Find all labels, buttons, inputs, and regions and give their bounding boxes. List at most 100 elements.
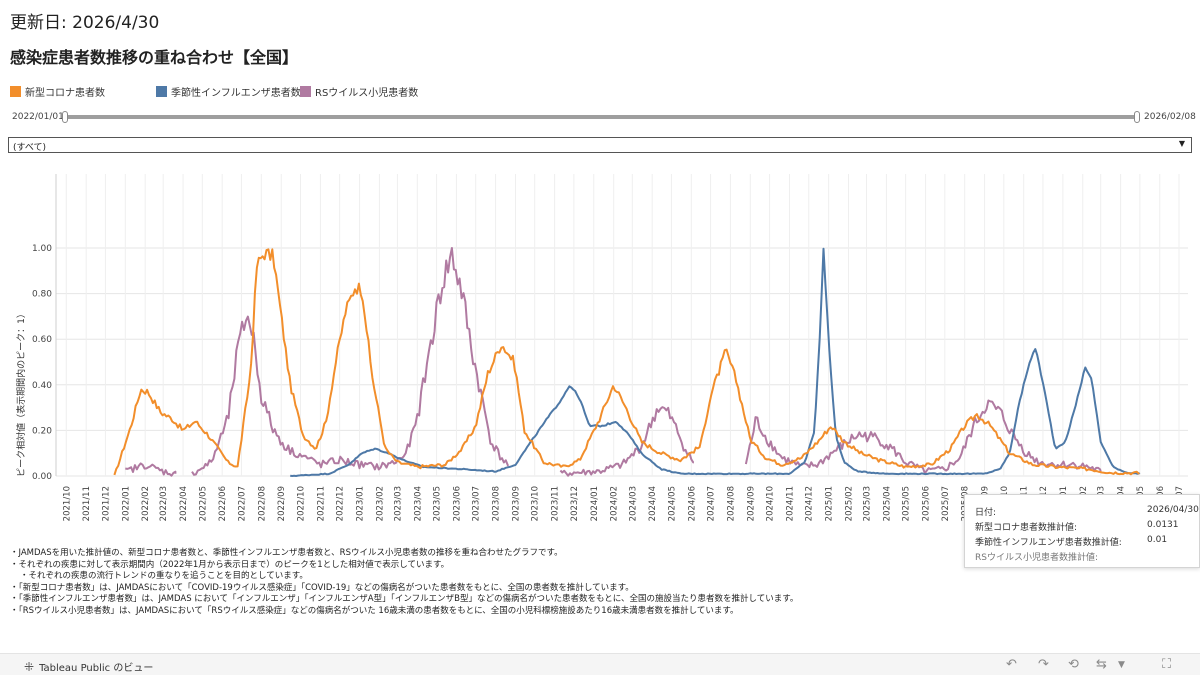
note-line: ・それぞれの疾患の流行トレンドの重なりを追うことを目的としています。 [20, 571, 308, 581]
fullscreen-icon[interactable]: ⛶ [1162, 657, 1172, 672]
x-tick-label: 2022/12 [336, 486, 346, 521]
x-tick-label: 2021/10 [62, 486, 72, 521]
redo-icon[interactable]: ↷ [1038, 657, 1049, 672]
notes: ・JAMDASを用いた推計値の、新型コロナ患者数と、季節性インフルエンザ患者数と… [10, 548, 798, 617]
x-tick-label: 2024/05 [667, 486, 677, 521]
tooltip-value: 0.0131 [1147, 520, 1179, 530]
x-tick-label: 2024/06 [687, 486, 697, 521]
x-tick-label: 2024/07 [707, 486, 717, 521]
tooltip: 日付: 2026/04/30 新型コロナ患者数推計値: 0.0131 季節性イン… [964, 494, 1200, 568]
undo-icon[interactable]: ↶ [1006, 657, 1017, 672]
tooltip-label: RSウイルス小児患者数推計値: [975, 553, 1098, 563]
x-tick-label: 2023/02 [375, 486, 385, 521]
x-tick-label: 2022/02 [141, 486, 151, 521]
x-tick-label: 2022/09 [277, 486, 287, 521]
x-tick-label: 2022/11 [316, 486, 326, 521]
legend-swatch-rsv [300, 86, 311, 97]
tooltip-row-influenza: 季節性インフルエンザ患者数推計値: 0.01 [975, 535, 1187, 548]
series-line-rsv [125, 462, 177, 477]
x-tick-label: 2024/08 [726, 486, 736, 521]
updated-date: 更新日: 2026/4/30 [10, 13, 160, 33]
y-axis-title: ピーク相対値（表示期間内のピーク：1） [15, 309, 27, 477]
x-tick-label: 2023/06 [452, 486, 462, 521]
x-tick-label: 2024/03 [628, 486, 638, 521]
x-tick-label: 2025/01 [825, 486, 835, 521]
x-tick-label: 2023/04 [413, 486, 423, 521]
dropdown-arrow-icon: ▼ [1178, 139, 1185, 148]
x-tick-label: 2024/12 [805, 486, 815, 521]
share-icon[interactable]: ⇆ [1096, 657, 1107, 672]
x-tick-label: 2022/07 [237, 486, 247, 521]
y-tick-label: 0.40 [32, 381, 52, 391]
x-tick-label: 2023/07 [472, 486, 482, 521]
legend-item-rsv[interactable]: RSウイルス小児患者数 [300, 84, 418, 99]
tooltip-label: 日付: [975, 508, 997, 518]
filter-dropdown[interactable]: (すべて) ▼ [8, 137, 1192, 153]
tooltip-value: 0.01 [1147, 535, 1168, 545]
legend-item-covid[interactable]: 新型コロナ患者数 [10, 84, 105, 99]
line-chart[interactable]: 0.00 0.20 0.40 0.60 0.80 1.00 2021/10 2021/11 2… [0, 160, 1200, 544]
x-tick-label: 2022/03 [159, 486, 169, 521]
x-tick-label: 2022/06 [218, 486, 228, 521]
x-tick-label: 2022/10 [296, 486, 306, 521]
tooltip-label: 新型コロナ患者数推計値: [975, 523, 1078, 533]
slider-end-handle[interactable] [1134, 111, 1140, 123]
series-line-rsv [191, 247, 509, 476]
x-tick-label: 2023/09 [511, 486, 521, 521]
legend-item-influenza[interactable]: 季節性インフルエンザ患者数 [156, 84, 301, 99]
page-title: 感染症患者数推移の重ね合わせ【全国】 [10, 48, 299, 67]
grid [55, 174, 1188, 477]
tableau-logo-icon: ⁜ [24, 659, 35, 674]
legend-label-covid: 新型コロナ患者数 [25, 88, 105, 99]
x-tick-label: 2024/04 [648, 486, 658, 521]
series-lines [113, 247, 1141, 477]
series-line-covid [113, 248, 1140, 476]
slider-start-handle[interactable] [62, 111, 68, 123]
filter-selected-value: (すべて) [13, 143, 47, 153]
date-range-slider[interactable] [62, 115, 1140, 119]
revert-icon[interactable]: ⟲ [1068, 657, 1079, 672]
note-line: ・「RSウイルス小児患者数」は、JAMDASにおいて「RSウイルス感染症」などの… [10, 605, 739, 616]
note-line: ・「新型コロナ患者数」は、JAMDASにおいて「COVID-19ウイルス感染症」… [10, 582, 634, 593]
x-tick-label: 2023/10 [531, 486, 541, 521]
tooltip-label: 季節性インフルエンザ患者数推計値: [975, 538, 1122, 548]
x-tick-label: 2023/05 [433, 486, 443, 521]
x-tick-label: 2025/07 [941, 486, 951, 521]
series-line-influenza [290, 247, 1141, 477]
x-tick-label: 2022/05 [198, 486, 208, 521]
tableau-public-link[interactable]: ⁜ Tableau Public のビュー [24, 659, 154, 675]
x-tick-label: 2023/08 [492, 486, 502, 521]
y-tick-label: 0.20 [32, 426, 52, 436]
tooltip-row-covid: 新型コロナ患者数推計値: 0.0131 [975, 520, 1187, 533]
footer-brand-label: Tableau Public のビュー [39, 663, 154, 674]
legend-label-rsv: RSウイルス小児患者数 [315, 88, 419, 99]
slider-end-label: 2026/02/08 [1144, 112, 1196, 122]
x-tick-label: 2024/09 [746, 486, 756, 521]
x-tick-label: 2023/11 [551, 486, 561, 521]
y-tick-label: 0.80 [32, 290, 52, 300]
x-tick-label: 2021/12 [101, 486, 111, 521]
tooltip-row-rsv: RSウイルス小児患者数推計値: [975, 550, 1187, 563]
y-tick-label: 0.00 [32, 472, 52, 482]
tooltip-row-date: 日付: 2026/04/30 [975, 505, 1199, 518]
tooltip-value: 2026/04/30 [1147, 505, 1199, 515]
x-tick-label: 2024/11 [785, 486, 795, 521]
legend-label-influenza: 季節性インフルエンザ患者数 [171, 88, 301, 99]
x-tick-label: 2021/11 [82, 486, 92, 521]
x-tick-label: 2025/04 [882, 486, 892, 521]
x-tick-label: 2024/01 [590, 486, 600, 521]
x-tick-label: 2025/05 [902, 486, 912, 521]
note-line: ・それぞれの疾患に対して表示期間内（2022年1月から表示日まで）のピークを1と… [10, 559, 450, 570]
note-line: ・JAMDASを用いた推計値の、新型コロナ患者数と、季節性インフルエンザ患者数と… [10, 548, 563, 558]
note-line: ・「季節性インフルエンザ患者数」は、JAMDAS において「インフルエンザ」「イ… [10, 594, 799, 604]
x-tick-label: 2023/03 [393, 486, 403, 521]
x-tick-label: 2025/06 [922, 486, 932, 521]
x-tick-label: 2024/02 [610, 486, 620, 521]
footer-toolbar: ⁜ Tableau Public のビュー ↶ ↷ ⟲ ⇆ ▼ ⛶ [0, 653, 1200, 675]
series-line-rsv [744, 399, 1102, 475]
series-line-rsv [559, 406, 695, 477]
slider-start-label: 2022/01/01 [12, 112, 64, 122]
share-dropdown-icon[interactable]: ▼ [1118, 660, 1125, 670]
x-tick-label: 2025/02 [845, 486, 855, 521]
x-tick-label: 2023/01 [356, 486, 366, 521]
